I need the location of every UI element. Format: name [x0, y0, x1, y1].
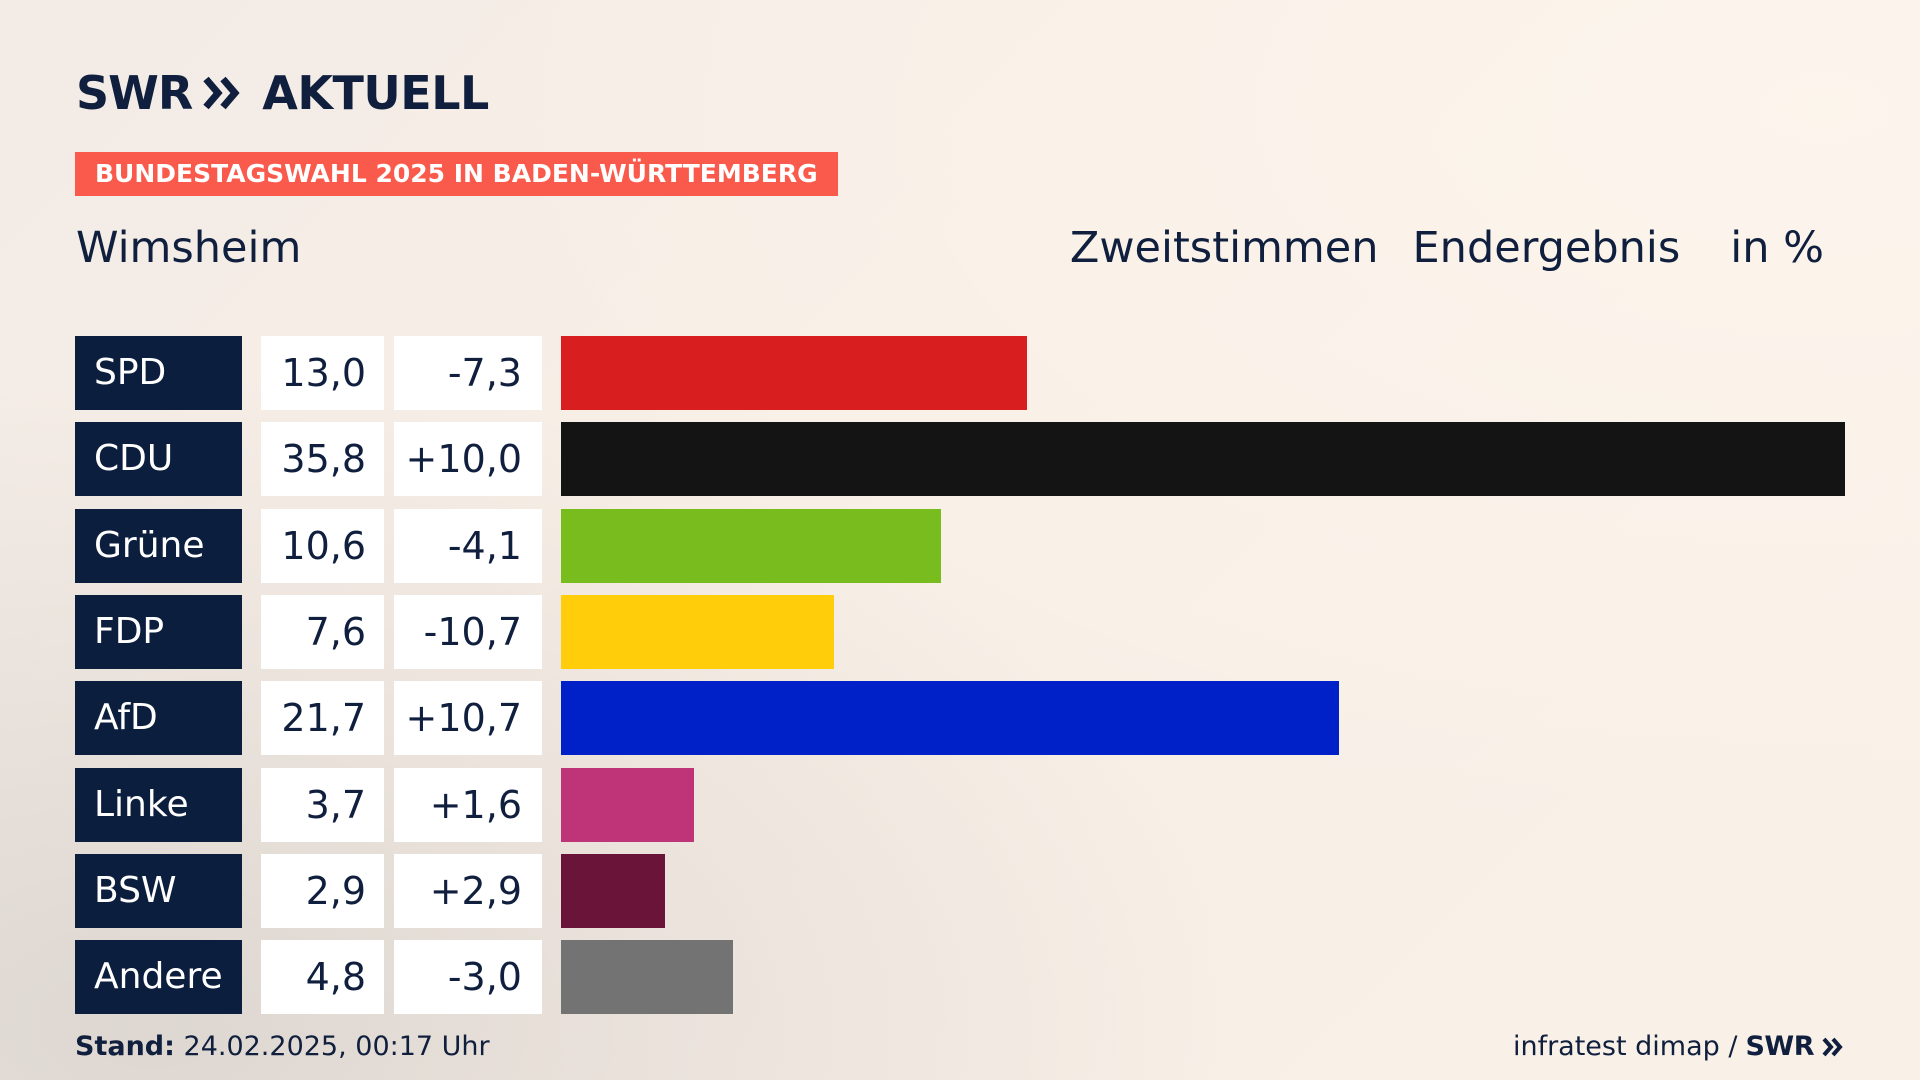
source-text: infratest dimap /	[1512, 1031, 1738, 1062]
vote-share-value: 2,9	[261, 854, 384, 928]
bar-cdu	[561, 422, 1845, 496]
bar-fdp	[561, 595, 834, 669]
result-type-label: Endergebnis	[1412, 223, 1681, 273]
logo-swr-text: SWR	[76, 66, 193, 120]
party-row: FDP 7,6 -10,7	[75, 595, 1845, 669]
swr-aktuell-logo: SWR AKTUELL	[76, 70, 489, 116]
vote-type-label: Zweitstimmen	[1069, 223, 1379, 273]
vote-share-value: 7,6	[261, 595, 384, 669]
vote-share-change: -3,0	[394, 940, 542, 1014]
party-row: Grüne 10,6 -4,1	[75, 509, 1845, 583]
chevrons-small-icon	[1822, 1037, 1843, 1057]
vote-share-value: 13,0	[261, 336, 384, 410]
vote-share-change: +10,7	[394, 681, 542, 755]
source-credit: infratest dimap / SWR	[1513, 1030, 1844, 1064]
bar-spd	[561, 336, 1027, 410]
vote-share-change: -7,3	[394, 336, 542, 410]
vote-share-value: 4,8	[261, 940, 384, 1014]
bar-bsw	[561, 854, 665, 928]
logo-aktuell-text: AKTUELL	[262, 66, 489, 120]
party-row: AfD 21,7 +10,7	[75, 681, 1845, 755]
party-row: Andere 4,8 -3,0	[75, 940, 1845, 1014]
vote-share-change: +2,9	[394, 854, 542, 928]
vote-share-change: +1,6	[394, 768, 542, 842]
party-row: CDU 35,8 +10,0	[75, 422, 1845, 496]
party-label: SPD	[75, 336, 242, 410]
chevrons-icon	[203, 76, 240, 110]
party-label: AfD	[75, 681, 242, 755]
party-label: Linke	[75, 768, 242, 842]
unit-label: in %	[1730, 223, 1824, 273]
party-label: BSW	[75, 854, 242, 928]
bar-linke	[561, 768, 694, 842]
chart-subheading: Zweitstimmen Endergebnis in %	[1070, 222, 1824, 274]
source-brand: SWR	[1745, 1031, 1814, 1062]
party-row: SPD 13,0 -7,3	[75, 336, 1845, 410]
bar-grüne	[561, 509, 941, 583]
stand-label: Stand:	[75, 1031, 175, 1062]
election-banner: BUNDESTAGSWAHL 2025 IN BADEN-WÜRTTEMBERG	[75, 152, 838, 196]
party-label: Andere	[75, 940, 242, 1014]
vote-share-value: 35,8	[261, 422, 384, 496]
place-name: Wimsheim	[76, 223, 302, 273]
vote-share-change: -10,7	[394, 595, 542, 669]
vote-share-value: 3,7	[261, 768, 384, 842]
vote-share-value: 10,6	[261, 509, 384, 583]
stand-value: 24.02.2025, 00:17 Uhr	[183, 1031, 490, 1062]
bar-afd	[561, 681, 1339, 755]
party-label: Grüne	[75, 509, 242, 583]
party-label: FDP	[75, 595, 242, 669]
vote-share-change: -4,1	[394, 509, 542, 583]
party-row: BSW 2,9 +2,9	[75, 854, 1845, 928]
party-row: Linke 3,7 +1,6	[75, 768, 1845, 842]
vote-share-value: 21,7	[261, 681, 384, 755]
timestamp: Stand: 24.02.2025, 00:17 Uhr	[75, 1030, 490, 1064]
bar-andere	[561, 940, 733, 1014]
vote-share-change: +10,0	[394, 422, 542, 496]
party-label: CDU	[75, 422, 242, 496]
